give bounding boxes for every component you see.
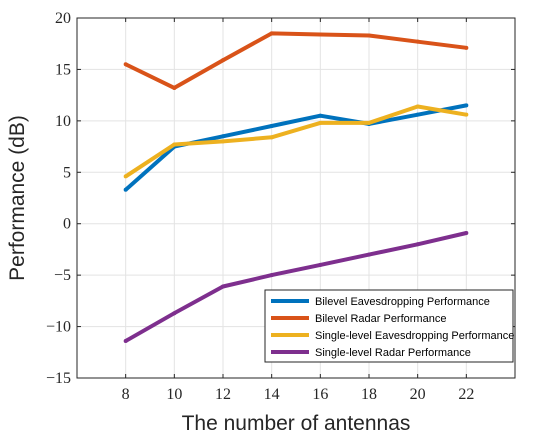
plot-frame bbox=[76, 17, 516, 379]
series-3-point bbox=[221, 139, 225, 144]
y-tick-label: −5 bbox=[54, 267, 71, 284]
series-3-point bbox=[367, 120, 371, 125]
series-2-point bbox=[318, 32, 323, 37]
series-2-point bbox=[123, 62, 128, 67]
series-3-point bbox=[172, 142, 177, 147]
y-tick-label: 0 bbox=[63, 216, 71, 233]
legend-label: Single-level Eavesdropping Performance bbox=[315, 330, 514, 342]
series-line-3 bbox=[124, 104, 467, 179]
series-2-point bbox=[172, 85, 177, 90]
x-tick-label: 18 bbox=[361, 386, 377, 403]
series-1-point bbox=[415, 112, 420, 117]
series-2-point bbox=[269, 31, 274, 36]
series-3-point bbox=[123, 174, 128, 179]
x-tick-label: 22 bbox=[458, 386, 474, 403]
series-1-point bbox=[221, 134, 225, 139]
x-tick-label: 14 bbox=[264, 386, 280, 403]
x-tick-label: 20 bbox=[410, 386, 426, 403]
legend-label: Single-level Radar Performance bbox=[315, 347, 471, 359]
y-tick-label: −10 bbox=[46, 319, 71, 336]
series-1-point bbox=[123, 187, 128, 192]
legend: Bilevel Eavesdropping Performance Bilevel… bbox=[264, 289, 514, 363]
axis-ticks: 8 10 12 14 16 18 20 22 −15 −10 −5 0 5 10 15 20 bbox=[46, 10, 515, 403]
series-3-point bbox=[318, 120, 323, 125]
y-tick-label: 20 bbox=[55, 10, 71, 27]
series-4-point bbox=[464, 230, 469, 235]
series-1-point bbox=[318, 113, 323, 118]
series-4-point bbox=[415, 242, 420, 247]
y-tick-label: 15 bbox=[55, 61, 71, 78]
legend-label: Bilevel Eavesdropping Performance bbox=[315, 296, 490, 308]
x-tick-label: 10 bbox=[166, 386, 182, 403]
x-axis-label: The number of antennas bbox=[182, 412, 411, 435]
series-4-point bbox=[221, 284, 225, 289]
series-4-point bbox=[367, 252, 371, 257]
x-tick-label: 12 bbox=[215, 386, 231, 403]
series-4-point bbox=[269, 273, 274, 278]
series-lines bbox=[123, 31, 469, 343]
series-4-point bbox=[123, 338, 128, 343]
series-3-point bbox=[464, 112, 469, 117]
x-tick-label: 16 bbox=[312, 386, 328, 403]
series-4-point bbox=[318, 262, 323, 267]
series-3-point bbox=[269, 135, 274, 140]
series-3-point bbox=[415, 104, 420, 109]
series-4-point bbox=[172, 311, 177, 316]
series-2-point bbox=[415, 39, 420, 44]
y-tick-label: 10 bbox=[55, 113, 71, 130]
y-axis-label: Performance (dB) bbox=[6, 115, 29, 281]
series-line-2 bbox=[124, 31, 467, 90]
series-1-point bbox=[269, 124, 274, 128]
y-tick-label: −15 bbox=[46, 370, 71, 387]
series-line-4 bbox=[124, 231, 467, 343]
series-2-point bbox=[464, 45, 469, 50]
x-tick-label: 8 bbox=[122, 386, 130, 403]
y-tick-label: 5 bbox=[63, 164, 71, 181]
series-1-point bbox=[464, 103, 469, 108]
legend-label: Bilevel Radar Performance bbox=[315, 313, 446, 325]
series-2-point bbox=[221, 58, 225, 63]
series-2-point bbox=[367, 33, 371, 38]
